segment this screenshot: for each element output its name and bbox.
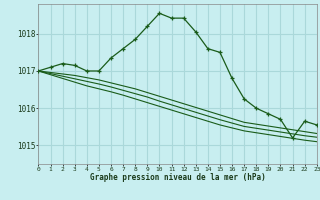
X-axis label: Graphe pression niveau de la mer (hPa): Graphe pression niveau de la mer (hPa) (90, 173, 266, 182)
